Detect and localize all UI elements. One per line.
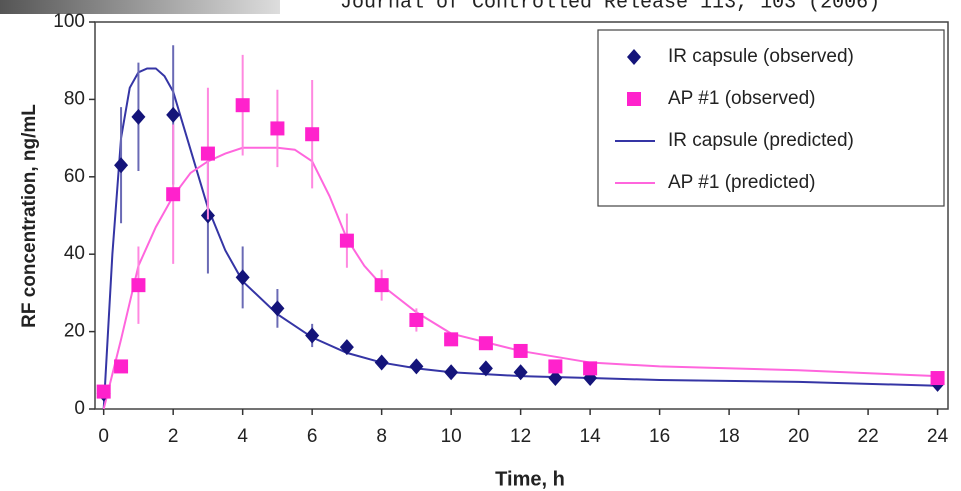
x-tick-label: 4 bbox=[237, 426, 248, 447]
data-point bbox=[339, 233, 354, 248]
data-point bbox=[513, 364, 528, 381]
x-tick-label: 14 bbox=[580, 426, 602, 447]
data-point bbox=[374, 354, 389, 371]
line bbox=[102, 67, 938, 410]
data-point bbox=[235, 98, 250, 113]
y-tick-label: 100 bbox=[53, 11, 85, 32]
data-point bbox=[548, 359, 563, 374]
data-point bbox=[305, 127, 320, 142]
x-tick-label: 8 bbox=[376, 426, 387, 447]
data-point bbox=[409, 358, 424, 375]
data-point bbox=[131, 278, 146, 293]
data-point bbox=[444, 364, 459, 381]
data-point bbox=[270, 121, 285, 136]
x-tick-label: 2 bbox=[168, 426, 179, 447]
y-tick-label: 60 bbox=[64, 166, 85, 187]
y-tick-label: 80 bbox=[64, 88, 85, 109]
x-tick-label: 10 bbox=[441, 426, 462, 447]
x-tick-label: 12 bbox=[510, 426, 531, 447]
legend-label: IR capsule (observed) bbox=[668, 46, 854, 67]
data-point bbox=[478, 360, 493, 377]
data-point bbox=[339, 339, 354, 356]
data-point bbox=[200, 146, 215, 161]
x-tick-label: 6 bbox=[307, 426, 318, 447]
x-tick-label: 22 bbox=[858, 426, 879, 447]
legend-marker bbox=[627, 49, 641, 65]
x-axis-label: Time, h bbox=[495, 468, 565, 490]
x-tick-label: 16 bbox=[649, 426, 670, 447]
data-point bbox=[374, 278, 389, 293]
data-point bbox=[270, 300, 285, 317]
legend-label: AP #1 (observed) bbox=[668, 88, 816, 109]
data-point bbox=[583, 361, 598, 376]
x-tick-label: 0 bbox=[98, 426, 109, 447]
plot-frame bbox=[94, 21, 949, 410]
data-point bbox=[548, 370, 563, 387]
header-text: Journal of Controlled Release 113, 103 (… bbox=[340, 0, 880, 14]
y-tick-label: 40 bbox=[64, 243, 85, 264]
header-image bbox=[0, 0, 280, 14]
legend-marker bbox=[627, 92, 641, 106]
data-point bbox=[114, 157, 129, 174]
data-point bbox=[96, 384, 111, 399]
data-point bbox=[114, 359, 129, 374]
data-point bbox=[166, 187, 181, 202]
data-point bbox=[235, 269, 250, 286]
data-point bbox=[409, 312, 424, 327]
x-tick-label: 24 bbox=[927, 426, 949, 447]
data-point bbox=[930, 371, 945, 386]
y-tick-label: 0 bbox=[74, 398, 85, 419]
y-axis-label: RF concentration, ng/mL bbox=[19, 104, 40, 328]
data-point bbox=[444, 332, 459, 347]
data-point bbox=[513, 343, 528, 358]
legend-label: AP #1 (predicted) bbox=[668, 172, 816, 193]
x-tick-label: 20 bbox=[788, 426, 809, 447]
data-point bbox=[478, 336, 493, 351]
data-point bbox=[131, 108, 146, 125]
data-point bbox=[166, 106, 181, 123]
y-tick-label: 20 bbox=[64, 321, 85, 342]
legend-box bbox=[597, 29, 945, 207]
x-tick-label: 18 bbox=[719, 426, 740, 447]
data-point bbox=[305, 327, 320, 344]
legend-label: IR capsule (predicted) bbox=[668, 130, 854, 151]
